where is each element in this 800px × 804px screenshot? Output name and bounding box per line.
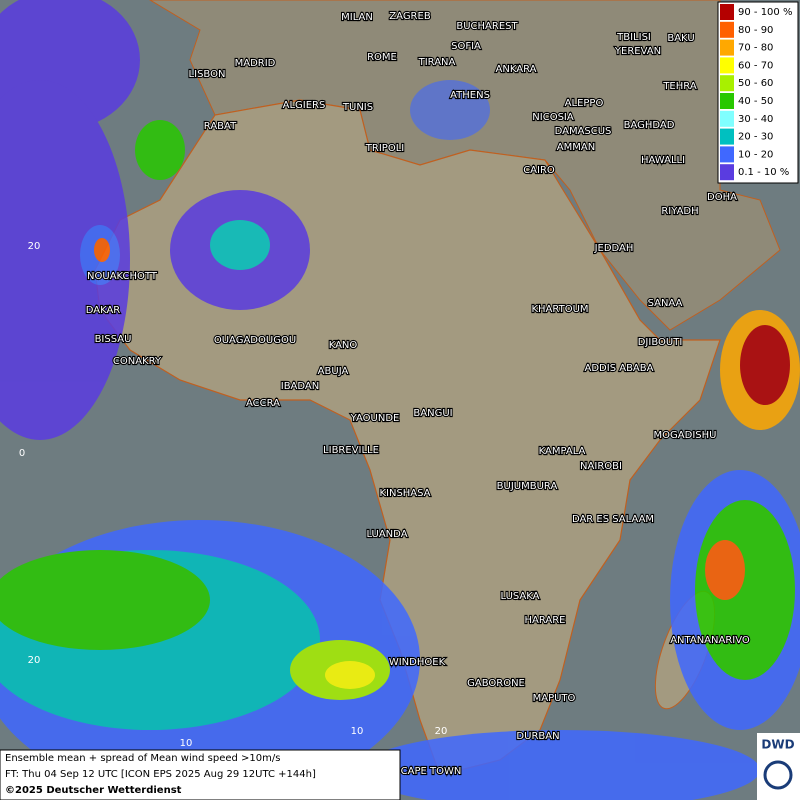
grid-label: 0 <box>19 448 25 459</box>
city-label: BUCHAREST <box>456 21 518 32</box>
legend-label: 60 - 70 <box>738 60 773 71</box>
legend-label: 80 - 90 <box>738 25 773 36</box>
city-label: NAIROBI <box>580 461 622 472</box>
city-label: CONAKRY <box>113 356 162 367</box>
legend-label: 0.1 - 10 % <box>738 167 789 178</box>
legend-label: 30 - 40 <box>738 114 773 125</box>
logo-icon <box>763 760 793 790</box>
city-label: TUNIS <box>342 102 373 113</box>
legend-swatch <box>720 164 734 181</box>
city-label: ANKARA <box>496 64 537 75</box>
city-label: BAKU <box>667 33 694 44</box>
city-label: ABUJA <box>318 366 349 377</box>
city-label: KINSHASA <box>379 488 430 499</box>
city-label: MADRID <box>235 58 276 69</box>
city-label: DJIBOUTI <box>638 337 683 348</box>
city-label: MAPUTO <box>533 693 576 704</box>
legend-swatch <box>720 93 734 109</box>
legend-label: 50 - 60 <box>738 78 773 89</box>
city-label: ZAGREB <box>389 11 431 22</box>
city-label: BUJUMBURA <box>497 481 558 492</box>
legend-swatch <box>720 128 734 145</box>
city-label: SOFIA <box>451 41 481 52</box>
city-label: ALGIERS <box>283 100 326 111</box>
city-label: KHARTOUM <box>531 304 588 315</box>
city-label: ROME <box>367 52 397 63</box>
grid-label: 10 <box>180 738 193 749</box>
city-label: OUAGADOUGOU <box>214 335 296 346</box>
legend-swatch <box>720 21 734 38</box>
city-label: MILAN <box>341 12 373 23</box>
city-label: TIRANA <box>418 57 456 68</box>
city-label: ACCRA <box>246 398 280 409</box>
city-label: ADDIS ABABA <box>585 363 654 374</box>
city-label: MOGADISHU <box>654 430 717 441</box>
city-label: WINDHOEK <box>389 657 446 668</box>
city-label: NICOSIA <box>532 112 574 123</box>
logo-text: DWD <box>761 738 794 752</box>
city-label: ALEPPO <box>565 98 604 109</box>
legend: 90 - 100 % 80 - 90 70 - 80 60 - 70 50 - 60 40… <box>717 1 799 184</box>
city-label: LUANDA <box>366 529 407 540</box>
city-label: IBADAN <box>281 381 320 392</box>
legend-label: 90 - 100 % <box>738 7 792 18</box>
city-label: TEHRA <box>662 81 696 92</box>
city-label: ATHENS <box>450 90 490 101</box>
legend-label: 20 - 30 <box>738 132 773 143</box>
footer-line: ©2025 Deutscher Wetterdienst <box>5 785 182 796</box>
city-label: HAWALLI <box>641 155 685 166</box>
city-label: LISBON <box>189 69 226 80</box>
legend-label: 10 - 20 <box>738 149 773 160</box>
city-label: ANTANANARIVO <box>670 635 750 646</box>
city-label: KANO <box>329 340 358 351</box>
city-label: KAMPALA <box>539 446 586 457</box>
city-label: LIBREVILLE <box>323 445 379 456</box>
city-label: DURBAN <box>516 731 559 742</box>
legend-swatch <box>720 110 734 127</box>
city-label: GABORONE <box>467 678 525 689</box>
city-label: DOHA <box>707 192 737 203</box>
city-label: DAMASCUS <box>555 126 612 137</box>
city-label: YEREVAN <box>614 46 661 57</box>
legend-swatch <box>720 39 734 56</box>
grid-label: 10 <box>351 726 364 737</box>
legend-swatch <box>720 146 734 163</box>
city-label: DAKAR <box>86 305 121 316</box>
city-label: CAPE TOWN <box>401 766 462 777</box>
city-label: AMMAN <box>557 142 595 153</box>
city-label: JEDDAH <box>594 243 634 254</box>
city-label: BISSAU <box>95 334 132 345</box>
city-label: BANGUI <box>413 408 452 419</box>
city-label: BAGHDAD <box>624 120 675 131</box>
city-label: TBILISI <box>616 32 651 43</box>
legend-label: 70 - 80 <box>738 43 773 54</box>
city-label: RIYADH <box>661 206 698 217</box>
legend-swatch <box>720 4 734 20</box>
footer-line: FT: Thu 04 Sep 12 UTC [ICON EPS 2025 Aug… <box>5 769 316 780</box>
legend-swatch <box>720 75 734 92</box>
city-label: DAR ES SALAAM <box>572 514 654 525</box>
city-label: RABAT <box>204 121 237 132</box>
city-label: YAOUNDE <box>350 413 400 424</box>
grid-label: 20 <box>28 241 41 252</box>
cities: MILAN ZAGREB BUCHAREST SOFIA ROME TIRANA ANKAR… <box>85 10 751 778</box>
legend-label: 40 - 50 <box>738 96 773 107</box>
footer-box <box>0 749 401 801</box>
city-label: TRIPOLI <box>365 143 404 154</box>
grid-label: 20 <box>435 726 448 737</box>
footer-line: Ensemble mean + spread of Mean wind spee… <box>5 753 280 764</box>
city-label: NOUAKCHOTT <box>87 271 158 282</box>
grid-labels: 20 0 20 10 10 20 <box>19 241 448 749</box>
city-label: SANAA <box>648 298 683 309</box>
city-label: CAIRO <box>523 165 555 176</box>
grid-label: 20 <box>28 655 41 666</box>
city-label: HARARE <box>524 615 565 626</box>
city-label: LUSAKA <box>501 591 540 602</box>
legend-swatch <box>720 57 734 74</box>
